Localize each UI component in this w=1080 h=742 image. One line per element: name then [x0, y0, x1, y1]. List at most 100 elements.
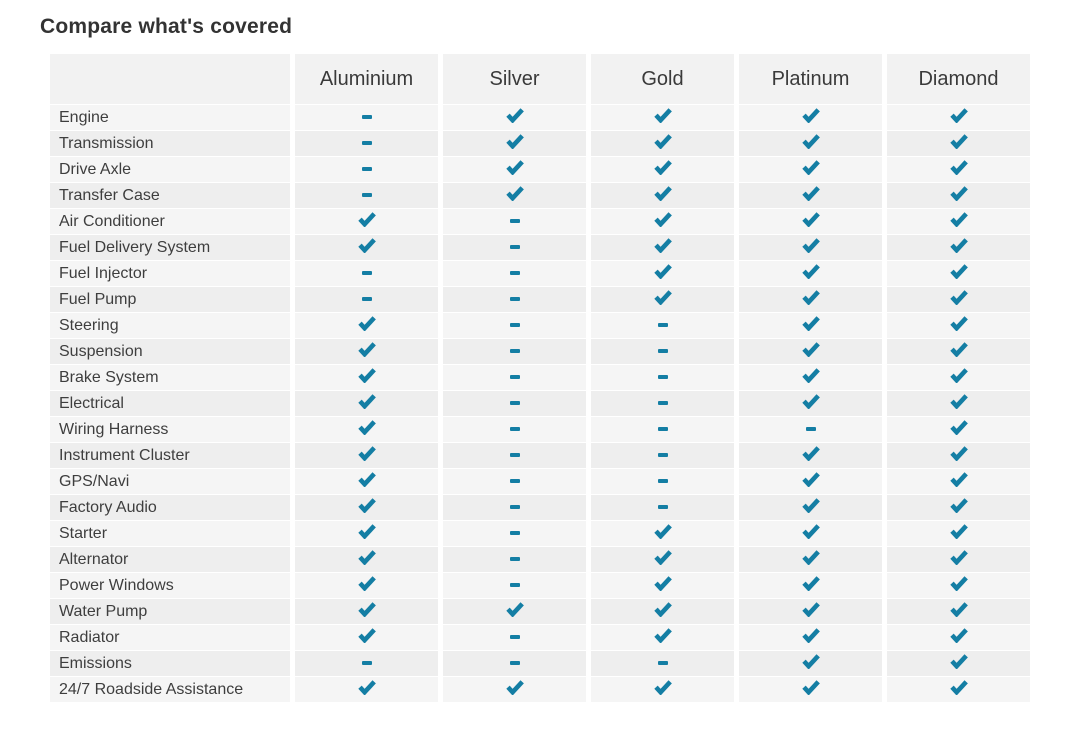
covered-cell — [295, 365, 438, 390]
covered-cell — [295, 339, 438, 364]
not-covered-cell — [739, 417, 882, 442]
not-covered-cell — [591, 339, 734, 364]
covered-cell — [887, 391, 1030, 416]
table-row: Drive Axle — [50, 157, 1030, 182]
covered-cell — [443, 157, 586, 182]
row-label: Air Conditioner — [50, 209, 290, 234]
covered-cell — [295, 677, 438, 702]
row-label: Fuel Delivery System — [50, 235, 290, 260]
row-label: Factory Audio — [50, 495, 290, 520]
dash-icon — [657, 453, 668, 458]
check-icon — [949, 471, 968, 487]
covered-cell — [295, 417, 438, 442]
check-icon — [949, 211, 968, 227]
covered-cell — [887, 183, 1030, 208]
table-row: Air Conditioner — [50, 209, 1030, 234]
table-row: Electrical — [50, 391, 1030, 416]
covered-cell — [739, 287, 882, 312]
check-icon — [949, 159, 968, 175]
check-icon — [801, 341, 820, 357]
not-covered-cell — [295, 651, 438, 676]
covered-cell — [591, 625, 734, 650]
check-icon — [505, 107, 524, 123]
check-icon — [949, 185, 968, 201]
check-icon — [801, 289, 820, 305]
dash-icon — [509, 349, 520, 354]
not-covered-cell — [443, 495, 586, 520]
dash-icon — [657, 349, 668, 354]
row-label: 24/7 Roadside Assistance — [50, 677, 290, 702]
check-icon — [357, 679, 376, 695]
not-covered-cell — [591, 443, 734, 468]
not-covered-cell — [443, 391, 586, 416]
check-icon — [357, 601, 376, 617]
covered-cell — [591, 105, 734, 130]
dash-icon — [509, 479, 520, 484]
not-covered-cell — [443, 339, 586, 364]
check-icon — [653, 211, 672, 227]
check-icon — [653, 237, 672, 253]
row-label: Wiring Harness — [50, 417, 290, 442]
check-icon — [949, 393, 968, 409]
check-icon — [653, 263, 672, 279]
check-icon — [801, 367, 820, 383]
covered-cell — [739, 183, 882, 208]
table-row: Fuel Injector — [50, 261, 1030, 286]
not-covered-cell — [443, 209, 586, 234]
not-covered-cell — [295, 157, 438, 182]
dash-icon — [361, 297, 372, 302]
check-icon — [357, 419, 376, 435]
dash-icon — [361, 141, 372, 146]
not-covered-cell — [443, 547, 586, 572]
covered-cell — [887, 599, 1030, 624]
not-covered-cell — [443, 235, 586, 260]
row-label: Engine — [50, 105, 290, 130]
covered-cell — [887, 521, 1030, 546]
dash-icon — [657, 479, 668, 484]
table-row: Fuel Delivery System — [50, 235, 1030, 260]
not-covered-cell — [443, 287, 586, 312]
check-icon — [949, 341, 968, 357]
covered-cell — [887, 209, 1030, 234]
covered-cell — [295, 209, 438, 234]
check-icon — [949, 627, 968, 643]
check-icon — [653, 289, 672, 305]
covered-cell — [887, 235, 1030, 260]
column-header-platinum: Platinum — [739, 54, 882, 104]
check-icon — [949, 107, 968, 123]
covered-cell — [739, 573, 882, 598]
check-icon — [653, 159, 672, 175]
not-covered-cell — [591, 417, 734, 442]
check-icon — [653, 549, 672, 565]
check-icon — [357, 393, 376, 409]
covered-cell — [591, 521, 734, 546]
corner-cell — [50, 54, 290, 104]
dash-icon — [509, 323, 520, 328]
check-icon — [653, 601, 672, 617]
check-icon — [505, 601, 524, 617]
covered-cell — [295, 547, 438, 572]
not-covered-cell — [591, 365, 734, 390]
check-icon — [949, 263, 968, 279]
check-icon — [357, 497, 376, 513]
check-icon — [801, 497, 820, 513]
not-covered-cell — [443, 625, 586, 650]
column-header-diamond: Diamond — [887, 54, 1030, 104]
table-row: GPS/Navi — [50, 469, 1030, 494]
check-icon — [949, 497, 968, 513]
not-covered-cell — [443, 521, 586, 546]
row-label: Radiator — [50, 625, 290, 650]
dash-icon — [657, 505, 668, 510]
dash-icon — [509, 375, 520, 380]
not-covered-cell — [591, 651, 734, 676]
table-row: Power Windows — [50, 573, 1030, 598]
check-icon — [801, 653, 820, 669]
check-icon — [357, 341, 376, 357]
row-label: Fuel Pump — [50, 287, 290, 312]
covered-cell — [591, 261, 734, 286]
check-icon — [801, 471, 820, 487]
covered-cell — [739, 521, 882, 546]
row-label: GPS/Navi — [50, 469, 290, 494]
check-icon — [949, 289, 968, 305]
dash-icon — [361, 661, 372, 666]
